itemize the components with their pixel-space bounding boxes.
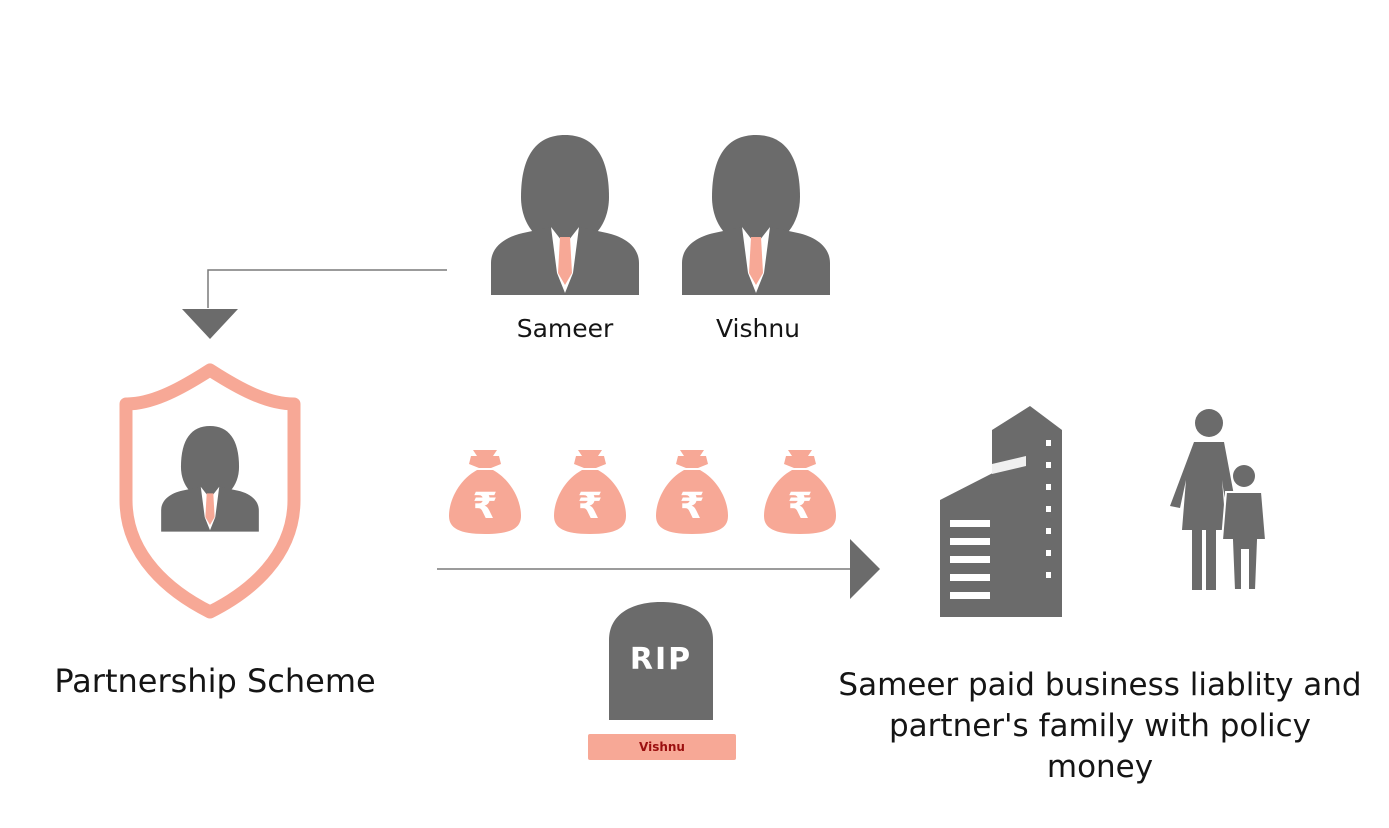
tombstone-name-plate: Vishnu: [588, 734, 736, 760]
tombstone-icon: [609, 602, 713, 720]
family-icon: [1170, 409, 1268, 591]
tombstone-text: RIP: [629, 642, 693, 677]
person-label-vishnu: Vishnu: [715, 314, 801, 343]
down-arrow-icon: [182, 309, 238, 339]
person-label-sameer: Sameer: [516, 314, 614, 343]
person-icon-vishnu: [682, 135, 830, 295]
money-bag-icon: [656, 450, 728, 534]
shield-icon: [119, 363, 301, 619]
scheme-label: Partnership Scheme: [54, 662, 376, 700]
shield-person-icon: [161, 426, 259, 532]
building-icon: [940, 406, 1062, 617]
arrow-icon: [437, 539, 880, 599]
money-bag-icon: [449, 450, 521, 534]
outcome-label: Sameer paid business liablity and partne…: [838, 667, 1362, 785]
connector-people-to-scheme: [182, 269, 447, 339]
money-bag-icon: [764, 450, 836, 534]
money-bag-icon: [554, 450, 626, 534]
person-icon-sameer: [491, 135, 639, 295]
